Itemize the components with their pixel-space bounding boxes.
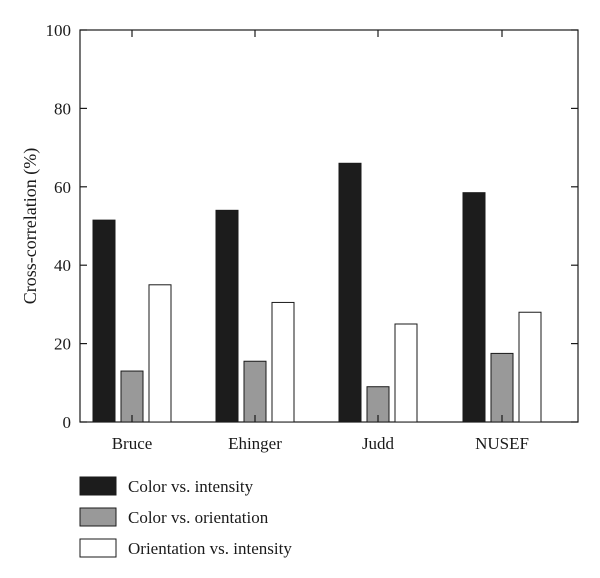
- bar-nusef-series-1: [462, 192, 486, 423]
- legend-label-2: Color vs. orientation: [128, 508, 269, 527]
- bars: [92, 162, 542, 423]
- bar-bruce-series-3: [148, 284, 172, 423]
- x-tick-label: Ehinger: [228, 434, 282, 453]
- legend-label-1: Color vs. intensity: [128, 477, 254, 496]
- y-tick-label: 20: [54, 335, 71, 354]
- legend-swatch-2: [79, 507, 117, 527]
- plot-frame: [79, 29, 579, 423]
- y-tick-label: 60: [54, 178, 71, 197]
- legend-label-3: Orientation vs. intensity: [128, 539, 292, 558]
- bar-nusef-series-2: [490, 352, 514, 423]
- bar-ehinger-series-2: [243, 360, 267, 423]
- y-axis-label: Cross-correlation (%): [20, 148, 41, 304]
- bar-ehinger-series-3: [271, 301, 295, 423]
- bar-bruce-series-2: [120, 370, 144, 423]
- y-tick-label: 100: [46, 21, 72, 40]
- x-tick-label: Bruce: [112, 434, 153, 453]
- y-axis: 0 20 40 60 80 100: [46, 21, 578, 432]
- legend: Color vs. intensity Color vs. orientation…: [79, 476, 292, 558]
- y-tick-label: 0: [63, 413, 72, 432]
- legend-swatch-3: [79, 538, 117, 558]
- legend-swatch-1: [79, 476, 117, 496]
- x-tick-label: Judd: [362, 434, 395, 453]
- y-tick-label: 40: [54, 256, 71, 275]
- bar-ehinger-series-1: [215, 209, 239, 423]
- x-tick-label: NUSEF: [475, 434, 529, 453]
- y-tick-label: 80: [54, 99, 71, 118]
- bar-judd-series-3: [394, 323, 418, 423]
- bar-judd-series-1: [338, 162, 362, 423]
- bar-nusef-series-3: [518, 311, 542, 423]
- x-axis: Bruce Ehinger Judd NUSEF: [112, 30, 529, 453]
- bar-bruce-series-1: [92, 219, 116, 423]
